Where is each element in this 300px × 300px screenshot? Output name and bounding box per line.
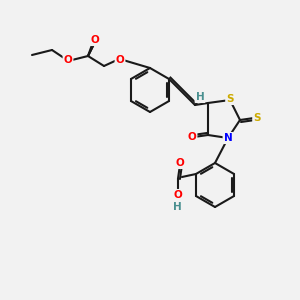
Text: O: O <box>64 55 72 65</box>
Text: H: H <box>196 92 204 102</box>
Text: O: O <box>91 35 99 45</box>
Text: O: O <box>188 132 196 142</box>
Text: H: H <box>172 202 181 212</box>
Text: S: S <box>226 94 234 104</box>
Text: O: O <box>116 55 124 65</box>
Text: O: O <box>176 158 184 168</box>
Text: S: S <box>253 113 261 123</box>
Text: N: N <box>224 133 232 143</box>
Text: O: O <box>174 190 182 200</box>
